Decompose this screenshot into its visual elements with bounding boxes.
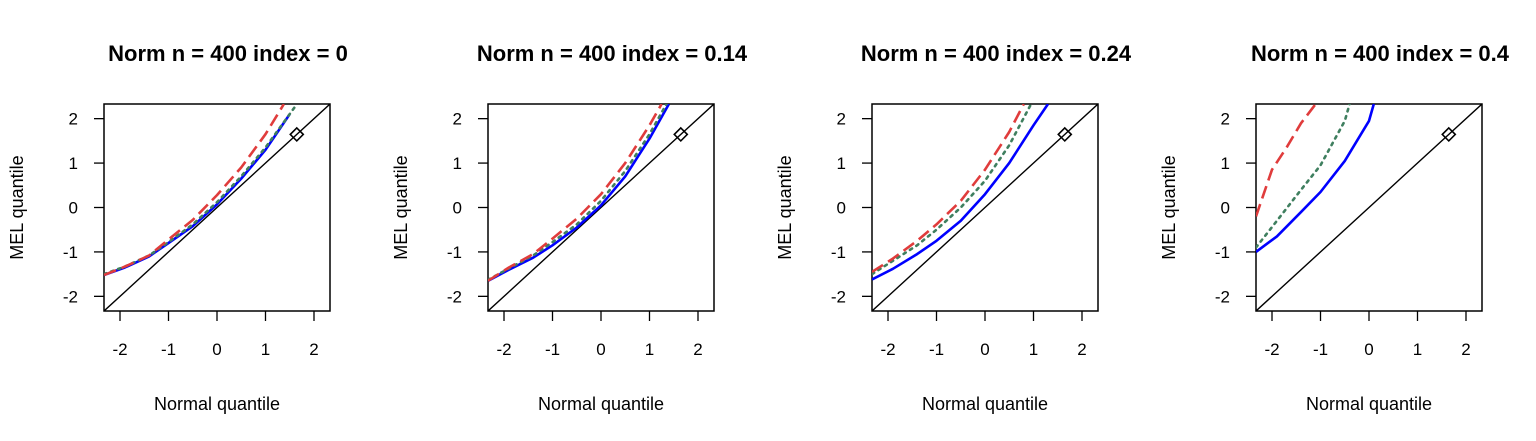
x-tick-label: -1 bbox=[1313, 340, 1328, 359]
series-solid-line bbox=[872, 104, 1050, 281]
reference-line bbox=[488, 104, 714, 311]
chart-panel-2: Norm n = 400 index = 0.14 -2 -1 0 1 2 -2 -1 0 1 2 N… bbox=[391, 41, 748, 414]
reference-line bbox=[1256, 104, 1482, 311]
x-tick-label: 2 bbox=[1461, 340, 1470, 359]
chart-title: Norm n = 400 index = 0.4 bbox=[1251, 41, 1510, 66]
chart-panel-1: Norm n = 400 index = 0 -2 -1 0 1 2 -2 -1 0 1 2 Norm… bbox=[7, 41, 348, 414]
y-tick-label: 2 bbox=[837, 110, 846, 129]
x-tick-label: 2 bbox=[1077, 340, 1086, 359]
x-tick-label: -1 bbox=[161, 340, 176, 359]
y-tick-label: 0 bbox=[69, 199, 78, 218]
plot-area bbox=[872, 104, 1098, 311]
x-tick-label: 1 bbox=[645, 340, 654, 359]
series-dotted-line bbox=[488, 104, 668, 282]
y-tick-label: -1 bbox=[63, 243, 78, 262]
y-tick-label: 2 bbox=[69, 110, 78, 129]
x-axis-label: Normal quantile bbox=[538, 394, 664, 414]
series-dashed-line bbox=[104, 104, 286, 277]
y-axis-label: MEL quantile bbox=[1159, 155, 1179, 259]
y-tick-label: -2 bbox=[1215, 287, 1230, 306]
y-axis-label: MEL quantile bbox=[7, 155, 27, 259]
chart-panel-4: Norm n = 400 index = 0.4 -2 -1 0 1 2 -2 -1 0 1 2 No… bbox=[1159, 41, 1510, 414]
y-tick-label: 0 bbox=[837, 199, 846, 218]
x-tick-label: 0 bbox=[1364, 340, 1373, 359]
chart-title: Norm n = 400 index = 0 bbox=[108, 41, 348, 66]
x-tick-label: 1 bbox=[1029, 340, 1038, 359]
diamond-marker bbox=[673, 126, 689, 143]
x-tick-label: -2 bbox=[112, 340, 127, 359]
series-dotted-line bbox=[1256, 104, 1351, 249]
x-tick-label: 2 bbox=[693, 340, 702, 359]
y-tick-label: 1 bbox=[837, 154, 846, 173]
x-tick-label: 0 bbox=[596, 340, 605, 359]
y-axis-label: MEL quantile bbox=[391, 155, 411, 259]
x-axis-label: Normal quantile bbox=[154, 394, 280, 414]
chart-title: Norm n = 400 index = 0.14 bbox=[477, 41, 748, 66]
x-tick-label: -1 bbox=[545, 340, 560, 359]
y-tick-label: 2 bbox=[453, 110, 462, 129]
y-tick-label: 2 bbox=[1221, 110, 1230, 129]
x-tick-label: 0 bbox=[980, 340, 989, 359]
y-tick-label: -2 bbox=[831, 287, 846, 306]
series-solid-line bbox=[488, 104, 671, 282]
x-tick-label: 2 bbox=[309, 340, 318, 359]
series-dashed-line bbox=[872, 104, 1025, 273]
y-tick-label: 0 bbox=[453, 199, 462, 218]
series-dotted-line bbox=[872, 104, 1033, 276]
series-dotted-line bbox=[104, 104, 299, 276]
diamond-marker bbox=[289, 126, 305, 143]
y-tick-label: -2 bbox=[447, 287, 462, 306]
x-tick-label: 1 bbox=[1413, 340, 1422, 359]
y-tick-label: 1 bbox=[453, 154, 462, 173]
plot-area bbox=[104, 104, 330, 311]
series-dashed-line bbox=[488, 104, 663, 282]
y-tick-label: 1 bbox=[1221, 154, 1230, 173]
y-tick-label: 0 bbox=[1221, 199, 1230, 218]
x-tick-label: -2 bbox=[496, 340, 511, 359]
plot-area bbox=[488, 104, 714, 311]
y-tick-label: -1 bbox=[447, 243, 462, 262]
reference-line bbox=[104, 104, 330, 311]
diamond-marker bbox=[1057, 126, 1073, 143]
chart-title: Norm n = 400 index = 0.24 bbox=[861, 41, 1132, 66]
y-axis-label: MEL quantile bbox=[775, 155, 795, 259]
x-tick-label: -2 bbox=[880, 340, 895, 359]
reference-line bbox=[872, 104, 1098, 311]
x-tick-label: -2 bbox=[1264, 340, 1279, 359]
y-tick-label: -2 bbox=[63, 287, 78, 306]
x-tick-label: 0 bbox=[212, 340, 221, 359]
x-axis-label: Normal quantile bbox=[922, 394, 1048, 414]
y-tick-label: 1 bbox=[69, 154, 78, 173]
x-axis-label: Normal quantile bbox=[1306, 394, 1432, 414]
chart-panel-3: Norm n = 400 index = 0.24 -2 -1 0 1 2 -2 -1 0 1 2 N… bbox=[775, 41, 1132, 414]
plot-area bbox=[1256, 104, 1482, 311]
x-tick-label: 1 bbox=[261, 340, 270, 359]
x-tick-label: -1 bbox=[929, 340, 944, 359]
y-tick-label: -1 bbox=[1215, 243, 1230, 262]
diamond-marker bbox=[1441, 126, 1457, 143]
y-tick-label: -1 bbox=[831, 243, 846, 262]
series-solid-line bbox=[1256, 104, 1376, 253]
series-dashed-line bbox=[1256, 104, 1317, 217]
